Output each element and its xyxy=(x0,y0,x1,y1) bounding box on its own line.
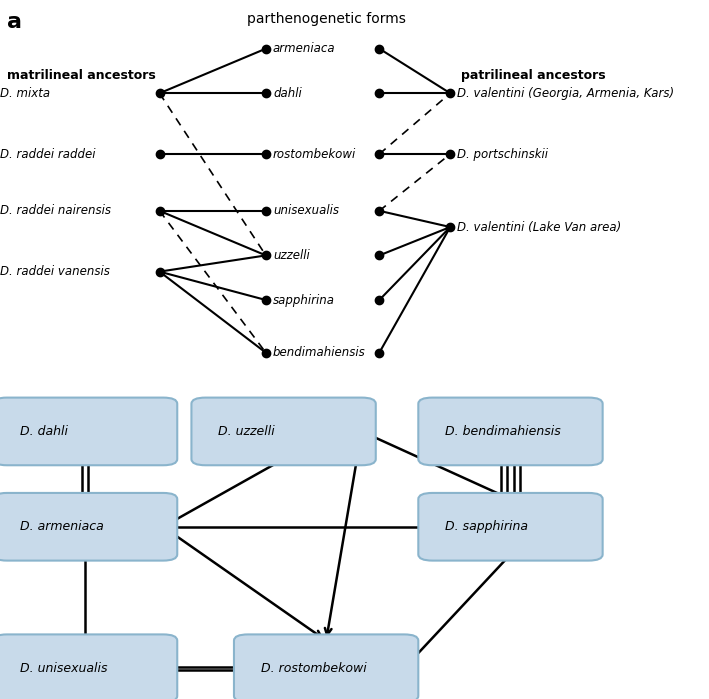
Text: matrilineal ancestors: matrilineal ancestors xyxy=(7,69,156,82)
Text: unisexualis: unisexualis xyxy=(273,204,339,217)
Text: b: b xyxy=(7,398,23,417)
Text: D. dahli: D. dahli xyxy=(20,425,68,438)
Text: D. armeniaca: D. armeniaca xyxy=(20,520,104,533)
FancyBboxPatch shape xyxy=(418,398,603,466)
FancyBboxPatch shape xyxy=(0,398,177,466)
FancyBboxPatch shape xyxy=(418,493,603,561)
Text: D. portschinskii: D. portschinskii xyxy=(457,147,548,161)
Text: patrilineal ancestors: patrilineal ancestors xyxy=(461,69,605,82)
Text: D. valentini (Lake Van area): D. valentini (Lake Van area) xyxy=(457,221,622,233)
FancyBboxPatch shape xyxy=(191,398,376,466)
Text: D. raddei vanensis: D. raddei vanensis xyxy=(0,265,110,278)
Text: D. unisexualis: D. unisexualis xyxy=(20,662,107,675)
Text: a: a xyxy=(7,12,22,32)
Text: D. sapphirina: D. sapphirina xyxy=(445,520,528,533)
FancyBboxPatch shape xyxy=(0,493,177,561)
Text: bendimahiensis: bendimahiensis xyxy=(273,346,366,359)
FancyBboxPatch shape xyxy=(0,635,177,699)
Text: D. valentini (Georgia, Armenia, Kars): D. valentini (Georgia, Armenia, Kars) xyxy=(457,87,674,100)
Text: parthenogenetic forms: parthenogenetic forms xyxy=(247,12,406,26)
Text: D. rostombekowi: D. rostombekowi xyxy=(261,662,367,675)
Text: D. mixta: D. mixta xyxy=(0,87,50,100)
Text: D. raddei raddei: D. raddei raddei xyxy=(0,147,96,161)
Text: D. uzzelli: D. uzzelli xyxy=(218,425,275,438)
Text: dahli: dahli xyxy=(273,87,302,100)
FancyBboxPatch shape xyxy=(234,635,418,699)
Text: D. raddei nairensis: D. raddei nairensis xyxy=(0,204,111,217)
Text: uzzelli: uzzelli xyxy=(273,249,310,262)
Text: sapphirina: sapphirina xyxy=(273,294,335,306)
Text: rostombekowi: rostombekowi xyxy=(273,147,356,161)
Text: armeniaca: armeniaca xyxy=(273,42,335,55)
Text: D. bendimahiensis: D. bendimahiensis xyxy=(445,425,561,438)
